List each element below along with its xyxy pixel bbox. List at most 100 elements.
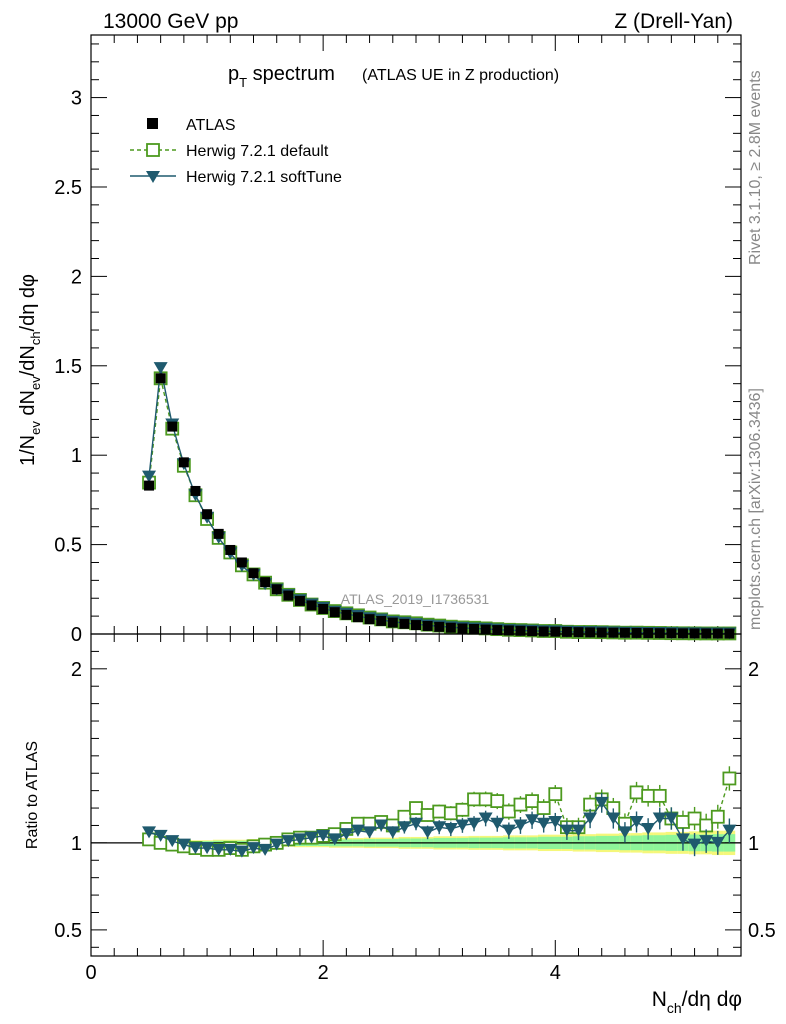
soft-point-ratio — [374, 819, 389, 832]
default-point-ratio — [455, 802, 470, 817]
y-axis-label-main: 1/Nev dNev/dNch/dη dφ — [17, 274, 43, 466]
legend-soft-label: Herwig 7.2.1 softTune — [186, 169, 342, 186]
title-p: p — [228, 63, 239, 85]
default-point-ratio — [443, 806, 458, 821]
soft-point-ratio — [443, 822, 458, 835]
soft-point-ratio — [722, 824, 737, 837]
atlas-point — [306, 600, 317, 611]
soft-point-ratio — [513, 819, 528, 832]
series-softtune — [142, 362, 737, 858]
default-point-ratio — [710, 809, 725, 824]
default-point-ratio — [652, 788, 667, 803]
atlas-point — [561, 626, 572, 637]
analysis-watermark: ATLAS_2019_I1736531 — [341, 591, 490, 607]
atlas-point — [248, 568, 259, 579]
soft-point-ratio — [362, 826, 377, 839]
y-axis-label-ratio: Ratio to ATLAS — [24, 741, 41, 849]
soft-point-ratio — [153, 829, 168, 842]
soft-point-ratio — [409, 817, 423, 830]
atlas-point — [236, 557, 247, 568]
atlas-point — [144, 480, 155, 491]
soft-point-ratio — [304, 831, 319, 844]
atlas-point — [329, 607, 340, 618]
ratio-frame — [90, 633, 742, 957]
soft-point-ratio — [188, 842, 203, 855]
atlas-point — [213, 528, 224, 539]
atlas-point — [434, 621, 445, 632]
soft-point-ratio — [211, 843, 226, 856]
atlas-point — [178, 457, 189, 468]
default-point-ratio — [409, 801, 423, 815]
soft-point-main — [153, 362, 168, 375]
default-point-ratio — [641, 788, 656, 803]
default-point-ratio — [490, 794, 505, 808]
atlas-point — [294, 595, 305, 606]
atlas-point — [341, 609, 352, 620]
legend: ATLAS Herwig 7.2.1 default Herwig 7.2.1 … — [130, 117, 342, 186]
y-tick-label-ratio-right: 2 — [748, 659, 759, 681]
soft-point-ratio — [165, 835, 180, 848]
atlas-point — [515, 625, 526, 636]
x-tick-label: 2 — [318, 962, 329, 984]
default-point-ratio — [467, 792, 481, 807]
default-point-ratio — [536, 801, 551, 815]
soft-point-ratio — [420, 826, 435, 839]
soft-point-ratio — [536, 817, 551, 830]
soft-point-ratio — [571, 824, 586, 837]
plot-title-detail: (ATLAS UE in Z production) — [362, 67, 559, 84]
soft-point-ratio — [234, 845, 249, 858]
y-tick-label-main: 3 — [71, 88, 82, 110]
soft-point-ratio — [432, 821, 447, 834]
mcplots-label: mcplots.cern.ch [arXiv:1306.3436] — [747, 388, 764, 630]
atlas-point — [422, 620, 433, 631]
soft-point-ratio — [176, 838, 191, 851]
soft-point-ratio — [327, 833, 342, 846]
soft-point-ratio — [629, 815, 644, 828]
title-rest: spectrum — [247, 63, 335, 85]
soft-point-ratio — [258, 843, 273, 856]
plot-title: pT spectrum — [228, 63, 335, 90]
header-right: Z (Drell-Yan) — [614, 10, 733, 33]
soft-point-ratio — [397, 821, 412, 834]
atlas-point — [283, 590, 294, 601]
atlas-point — [225, 544, 236, 555]
atlas-point — [503, 625, 514, 636]
default-point-ratio — [513, 797, 528, 812]
default-point-ratio — [676, 815, 690, 829]
default-point-ratio — [478, 792, 493, 807]
atlas-point — [573, 627, 584, 638]
soft-point-ratio — [478, 812, 493, 825]
atlas-point — [445, 622, 456, 633]
atlas-point — [585, 627, 596, 638]
atlas-point — [155, 373, 166, 384]
soft-point-ratio — [675, 833, 690, 846]
series-default — [142, 371, 737, 857]
default-point-ratio — [525, 794, 539, 808]
header-left: 13000 GeV pp — [103, 10, 238, 33]
soft-point-ratio — [142, 826, 157, 839]
soft-point-ratio — [385, 826, 400, 839]
tick-labels: 0 2 400.511.522.530.5 0.51 12 2 — [54, 88, 776, 984]
atlas-point — [608, 627, 619, 638]
soft-point-ratio — [687, 838, 702, 851]
atlas-point — [411, 620, 421, 631]
atlas-point — [492, 625, 503, 636]
atlas-point — [167, 421, 178, 432]
soft-point-ratio — [200, 842, 215, 855]
x-axis-label: Nch/dη dφ — [652, 988, 742, 1016]
soft-point-ratio — [316, 829, 331, 842]
soft-point-main — [142, 470, 157, 483]
legend-atlas-marker — [147, 118, 158, 129]
y-tick-label-ratio-right: 1 — [748, 833, 759, 855]
soft-point-ratio — [548, 815, 563, 828]
default-point-ratio — [722, 771, 737, 786]
atlas-point — [399, 618, 410, 629]
y-tick-label-ratio: 0.5 — [54, 920, 82, 942]
x-tick-label: 4 — [550, 962, 561, 984]
atlas-point — [654, 628, 665, 639]
soft-point-ratio — [525, 814, 540, 827]
y-tick-label-ratio: 1 — [71, 833, 82, 855]
soft-point-ratio — [710, 836, 725, 849]
atlas-point — [190, 485, 201, 496]
